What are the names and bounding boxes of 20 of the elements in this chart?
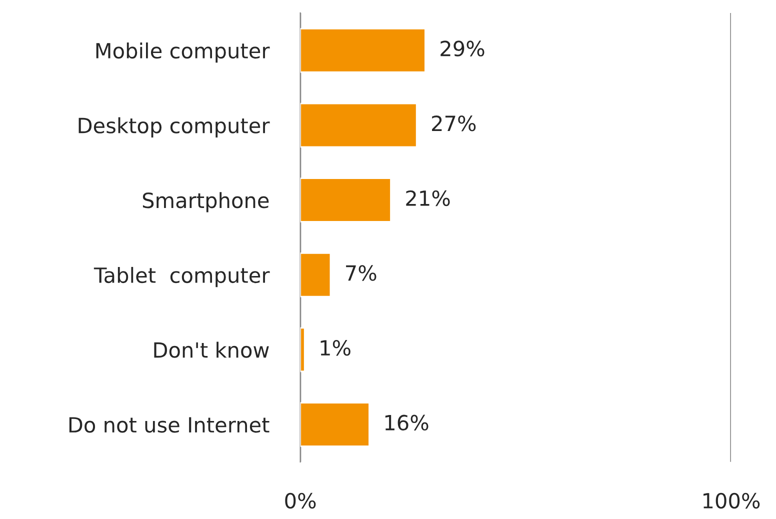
bar [300,28,426,73]
data-label: 27% [432,115,476,132]
bar [300,102,418,148]
bar [300,402,370,447]
bar [300,327,306,372]
data-label: 21% [406,190,450,206]
data-label: 7% [346,265,376,281]
bar [300,178,392,222]
y-tick-label: Do not use Internet [69,417,270,433]
data-label: 16% [385,414,428,431]
y-tick-label: Don't know [154,342,269,358]
x-tick-label: 100% [704,492,760,509]
y-tick-label: Smartphone [142,192,269,212]
y-tick-label: Desktop computer [78,117,270,138]
y-tick-label: Mobile computer [96,42,270,63]
y-tick-label: Tablet computer [94,266,270,288]
x-tick-label: 0% [285,492,316,509]
data-label: 1% [320,340,350,356]
bar [300,252,332,298]
data-label: 29% [440,40,484,56]
